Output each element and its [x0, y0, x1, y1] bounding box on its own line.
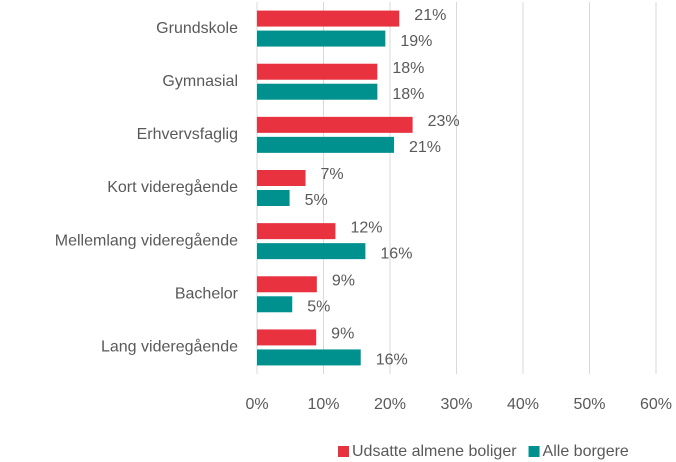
legend-swatch: [338, 446, 349, 457]
bar: [257, 63, 378, 80]
bar: [257, 223, 336, 240]
data-label: 7%: [321, 166, 344, 183]
x-tick-label: 30%: [440, 396, 472, 413]
x-tick-label: 10%: [307, 396, 339, 413]
data-label: 23%: [428, 113, 460, 130]
bar: [257, 170, 306, 186]
data-label: 9%: [332, 273, 355, 290]
data-label: 16%: [380, 245, 412, 262]
y-tick-label: Kort videregående: [107, 178, 238, 196]
bar: [257, 30, 386, 47]
data-label: 18%: [392, 60, 424, 77]
y-tick-label: Gymnasial: [162, 73, 238, 90]
bar: [257, 276, 317, 293]
y-tick-label: Mellemlang videregående: [55, 231, 238, 249]
data-label: 5%: [307, 299, 330, 316]
y-tick-label: Bachelor: [175, 286, 239, 303]
data-label: 16%: [376, 352, 408, 369]
x-tick-label: 0%: [245, 396, 268, 413]
x-tick-label: 50%: [573, 396, 605, 413]
data-label: 5%: [305, 192, 328, 209]
bar: [257, 349, 361, 366]
bar: [257, 243, 366, 260]
bar: [257, 190, 290, 206]
data-label: 9%: [331, 326, 354, 343]
y-tick-label: Erhvervsfaglig: [137, 126, 238, 143]
data-label: 21%: [409, 139, 441, 156]
x-tick-label: 40%: [507, 396, 539, 413]
data-label: 19%: [400, 33, 432, 50]
bar: [257, 296, 293, 313]
y-tick-label: Lang videregående: [101, 338, 238, 356]
bar: [257, 83, 378, 100]
data-label: 12%: [350, 219, 382, 236]
legend-swatch: [528, 446, 540, 457]
x-tick-label: 20%: [374, 396, 406, 413]
legend-label: Udsatte almene boliger: [352, 443, 517, 460]
bar: [257, 116, 413, 133]
x-tick-label: 60%: [640, 396, 672, 413]
bar: [257, 329, 317, 346]
data-label: 21%: [414, 7, 446, 24]
y-tick-label: Grundskole: [156, 20, 238, 37]
bar: [257, 10, 400, 27]
data-label: 18%: [392, 86, 424, 103]
bar: [257, 136, 394, 153]
legend-label: Alle borgere: [543, 443, 629, 460]
